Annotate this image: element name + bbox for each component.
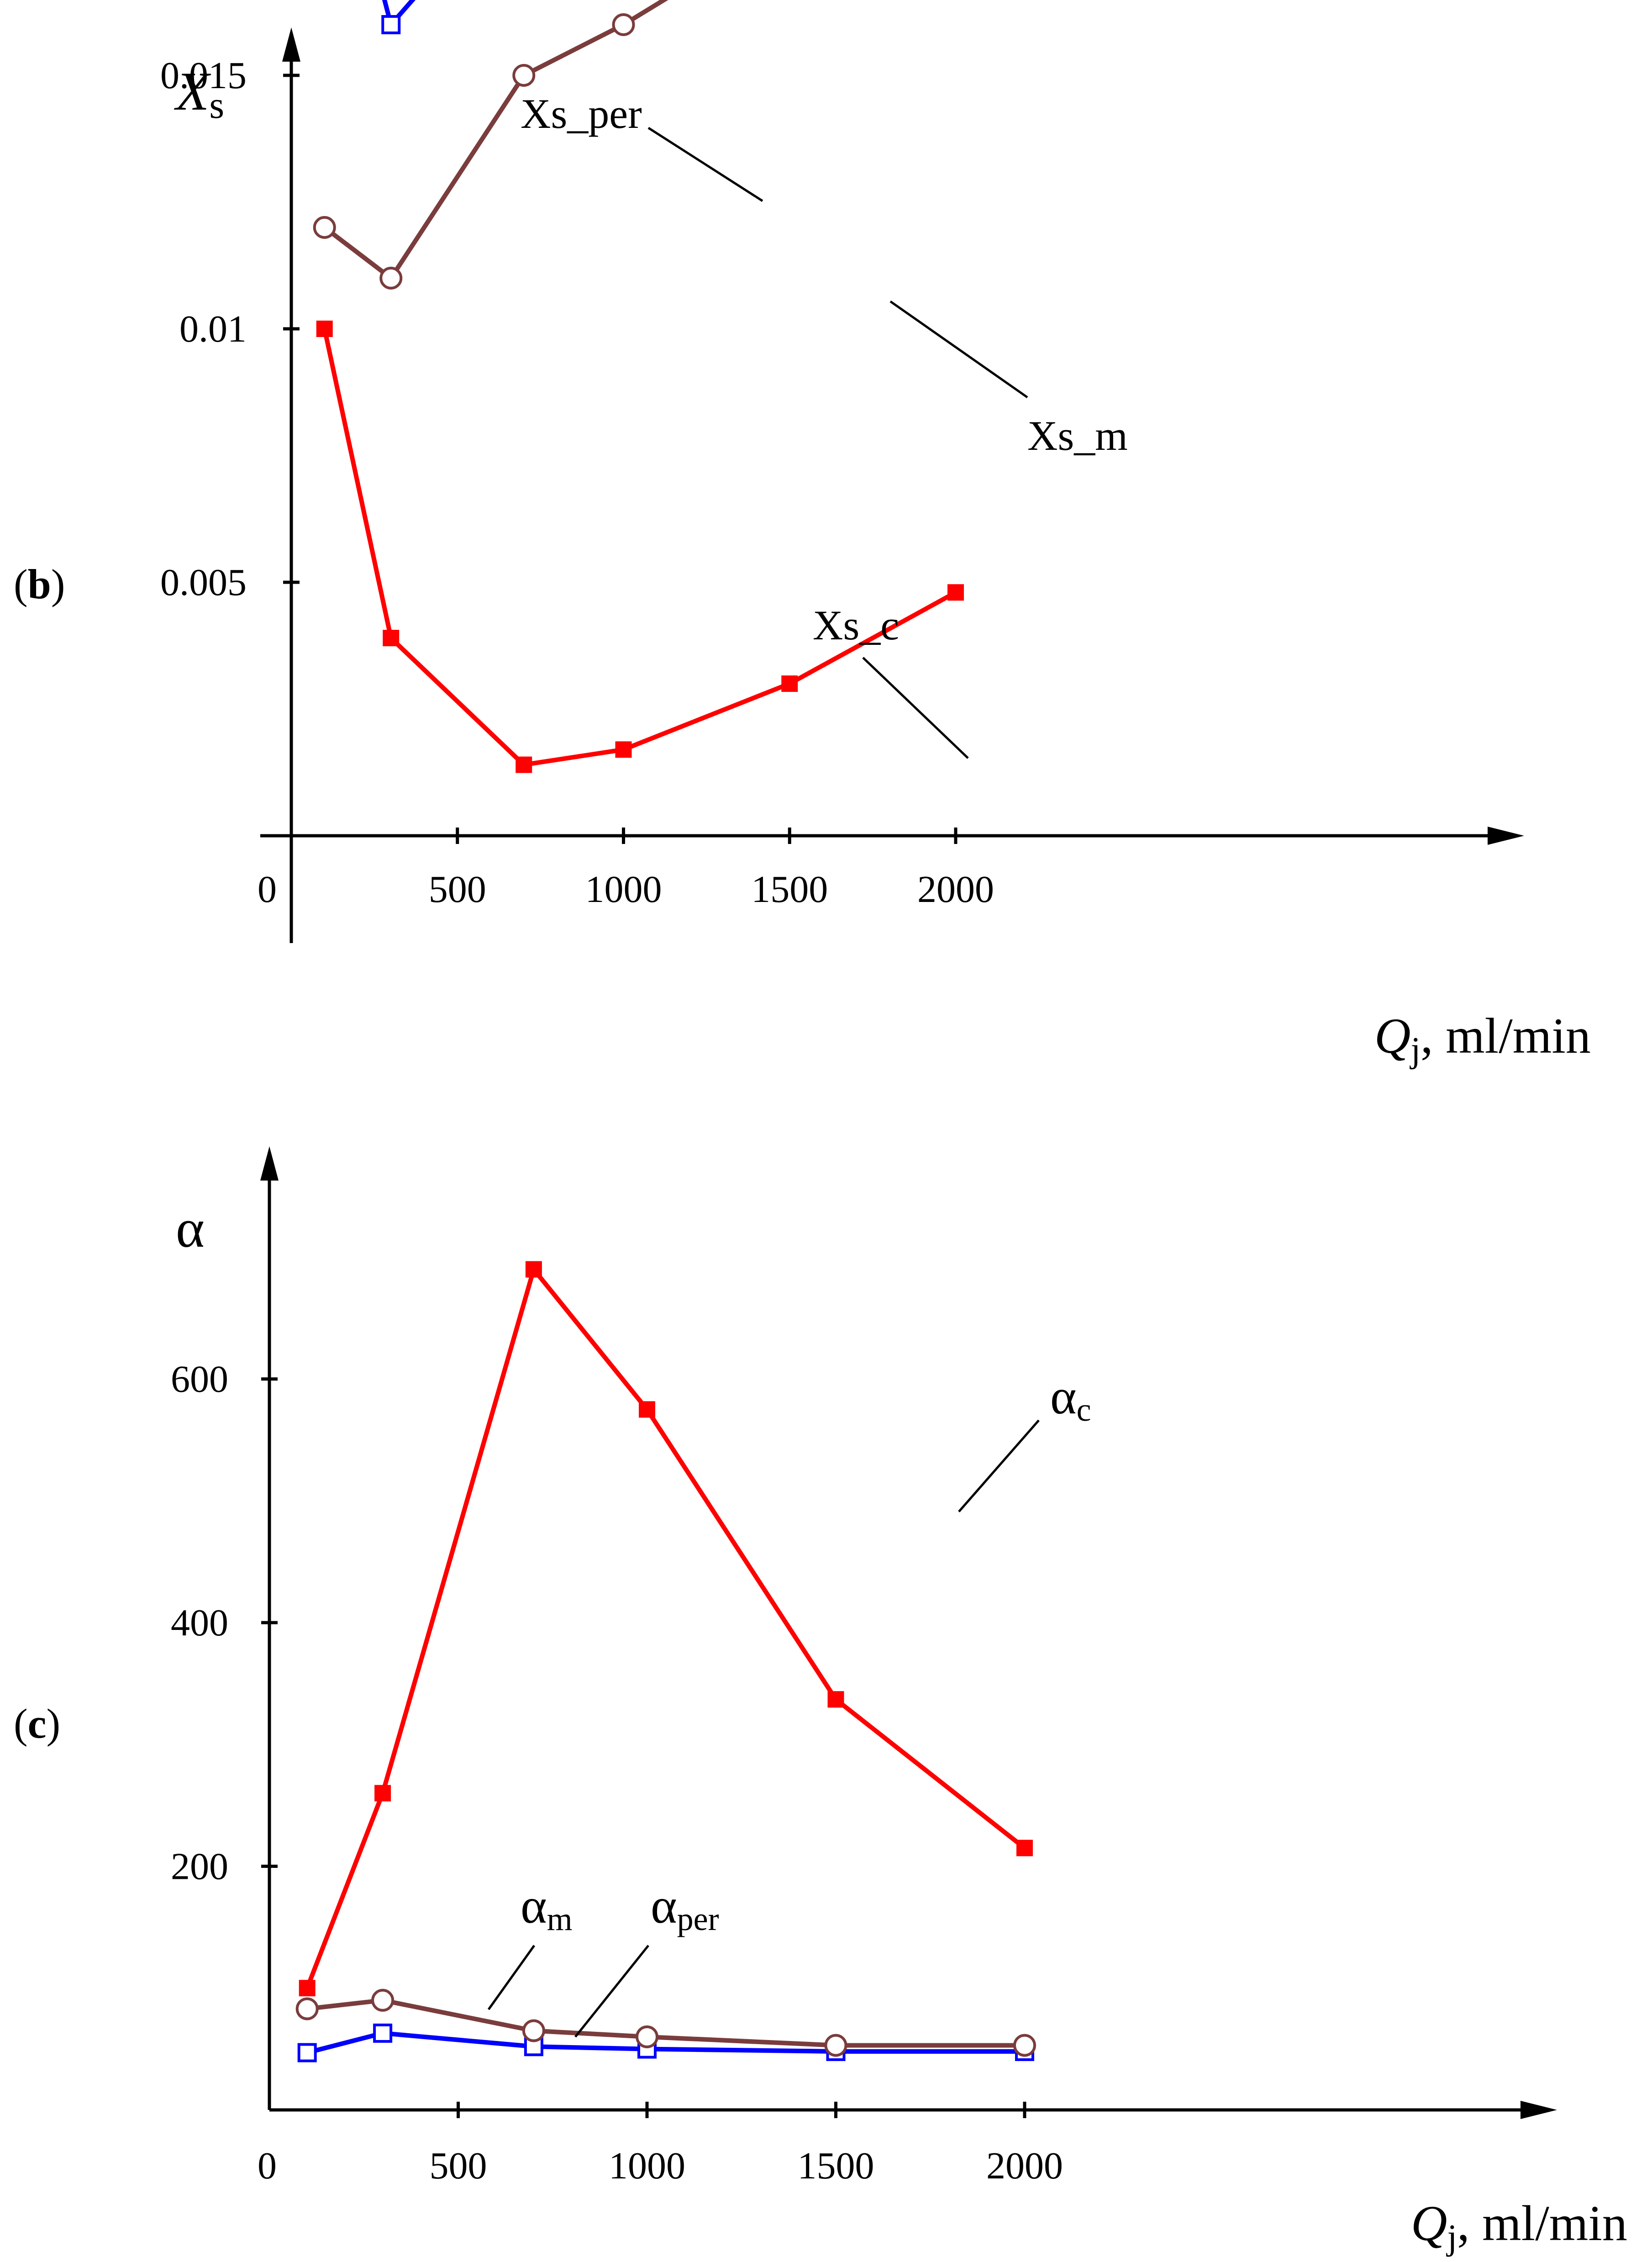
c-point-alpha-m [636,2025,658,2048]
panel-b-label: (b) [14,561,65,607]
panel-c-label: (c) [14,1700,60,1747]
b-y-tick-label: 0.015 [160,54,247,97]
b-y-axis-title: Xs [174,61,224,127]
c-leader-alpha-c [958,1419,1040,1513]
b-x-tick-label: 1000 [585,868,662,911]
b-series-label-xs-per: Xs_per [521,90,642,137]
panel-b-letter: b [28,561,51,607]
c-point-alpha-m [824,2034,847,2057]
b-origin-label: 0 [258,868,277,911]
c-series-line-alpha-c [305,1267,1026,1989]
b-y-tick-label: 0.005 [160,561,247,604]
c-point-alpha-per [297,2043,317,2062]
c-x-tick-label: 500 [430,2145,487,2187]
b-x-tick-label: 2000 [917,868,994,911]
b-point-xs-per [381,15,401,34]
chart-panel-b: (b) Xs 0 Qj, ml/min 500 1000 1500 2000 0.005… [14,0,1591,1070]
c-series-label-alpha-c: αc [1050,1369,1091,1428]
c-series-label-alpha-per: αper [651,1878,719,1937]
b-point-xs-c [516,756,532,773]
c-series-line-alpha-per [306,2030,1025,2055]
b-y-axis-arrow [282,27,300,62]
b-point-xs-m [612,13,635,36]
b-point-xs-c [383,630,400,647]
c-point-alpha-m [1013,2034,1036,2057]
panel-c-letter: c [28,1700,47,1747]
b-x-axis-title: Qj, ml/min [1374,1008,1591,1070]
c-point-alpha-m [371,1988,395,2012]
c-point-alpha-m [295,1997,319,2020]
b-x-tick-label: 500 [429,868,486,911]
b-point-xs-c [615,741,632,758]
c-y-axis-title: α [176,1198,205,1259]
b-x-axis-arrow [1488,827,1524,845]
b-leader-xs-m [889,300,1028,399]
b-series-line-xs-c [322,328,957,767]
b-point-xs-c [781,675,798,692]
c-series-line-alpha-m [307,1998,1025,2048]
b-x-tick-label: 1500 [751,868,828,911]
c-leader-alpha-m [487,1945,536,2010]
b-leader-xs-per [647,127,763,202]
c-y-axis-arrow [260,1146,279,1181]
b-series-line-xs-m [323,0,668,280]
b-point-xs-m [512,64,536,87]
c-series-group [295,1261,1036,2062]
c-origin-label: 0 [258,2145,277,2187]
c-x-axis-title: Qj, ml/min [1411,2195,1627,2257]
c-series-label-alpha-m: αm [521,1878,573,1937]
b-point-xs-c [947,584,964,601]
c-y-tick-label: 200 [171,1845,228,1888]
c-x-tick-label: 1000 [609,2145,685,2187]
c-point-alpha-c [639,1401,655,1418]
c-point-alpha-c [1016,1840,1033,1856]
c-point-alpha-per [373,2023,393,2043]
c-point-alpha-c [827,1691,844,1708]
c-y-tick-label: 400 [171,1602,228,1644]
c-point-alpha-c [299,1980,316,1997]
b-series-label-xs-m: Xs_m [1027,412,1128,459]
b-point-xs-m [379,267,403,290]
b-point-xs-c [316,321,333,337]
c-x-tick-label: 2000 [986,2145,1063,2187]
b-series-group [313,0,964,773]
chart-panel-c: (c) α 0 Qj, ml/min 500 1000 1500 2000 200 400… [14,1146,1627,2257]
c-y-tick-label: 600 [171,1358,228,1401]
b-leader-xs-c [862,657,969,759]
c-point-alpha-c [525,1261,542,1278]
c-x-axis-arrow [1520,2101,1557,2119]
b-point-xs-m [313,216,336,239]
b-y-tick-label: 0.01 [179,308,247,350]
c-point-alpha-m [522,2019,545,2042]
c-point-alpha-c [374,1785,391,1802]
c-x-tick-label: 1500 [798,2145,874,2187]
c-leader-alpha-per [574,1945,649,2038]
c-axis-ticks: 500 1000 1500 2000 200 400 600 [171,1358,1063,2188]
b-series-label-xs-c: Xs_c [813,602,899,649]
